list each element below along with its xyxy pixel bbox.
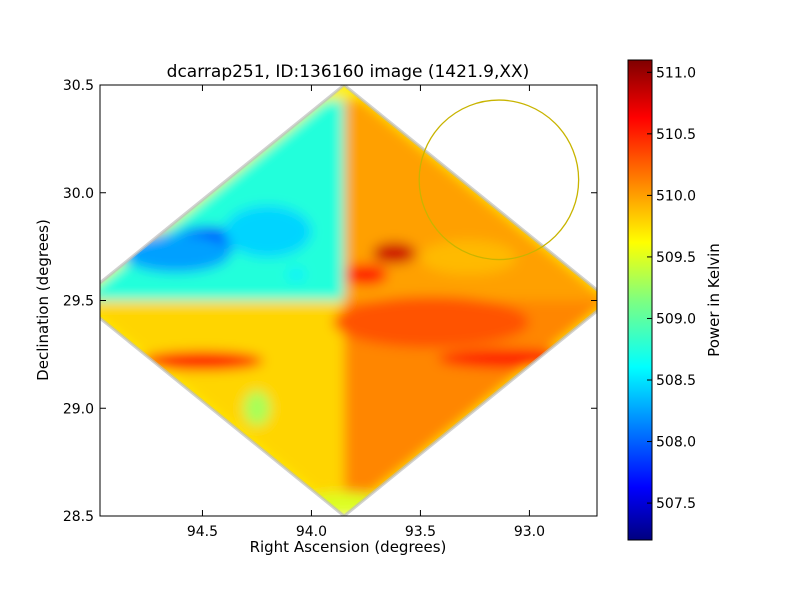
y-axis-label: Declination (degrees) <box>34 219 52 381</box>
field-hotspot <box>420 240 517 275</box>
colorbar-tick-label: 508.5 <box>656 373 696 389</box>
chart-title: dcarrap251, ID:136160 image (1421.9,XX) <box>167 62 530 82</box>
field-hotspot <box>141 351 264 371</box>
field-outline <box>100 85 597 516</box>
field-hotspot <box>300 492 388 514</box>
colorbar-tick-label: 510.5 <box>656 127 696 143</box>
y-tick-label: 29.0 <box>63 401 94 417</box>
x-tick-label: 93.0 <box>514 524 545 540</box>
field-hotspot <box>224 205 312 258</box>
field-hotspot <box>287 268 305 282</box>
x-axis: 94.5 94.0 93.5 93.0 <box>187 85 545 540</box>
y-tick-label: 28.5 <box>63 509 94 525</box>
x-axis-label: Right Ascension (degrees) <box>250 538 447 556</box>
colorbar: 507.5 508.0 508.5 509.0 509.5 510.0 510.5 511.0… <box>627 59 723 541</box>
y-tick-label: 30.0 <box>63 186 94 202</box>
y-axis: 28.5 29.0 29.5 30.0 30.5 <box>63 78 597 525</box>
colorbar-tick-label: 507.5 <box>656 496 696 512</box>
x-tick-label: 94.5 <box>187 524 218 540</box>
y-tick-label: 30.5 <box>63 78 94 94</box>
sky-field <box>100 85 597 516</box>
colorbar-tick-label: 508.0 <box>656 435 696 451</box>
colorbar-gradient <box>627 59 653 541</box>
colorbar-tick-label: 510.0 <box>656 188 696 204</box>
x-tick-label: 94.0 <box>296 524 327 540</box>
field-hotspot <box>372 242 417 264</box>
field-hotspot <box>344 263 388 286</box>
y-tick-label: 29.5 <box>63 294 94 310</box>
annotation-circle <box>418 99 580 261</box>
plot-area <box>100 85 597 516</box>
field-hotspot <box>333 296 530 348</box>
colorbar-tick-label: 509.0 <box>656 311 696 327</box>
field-hotspot <box>437 348 578 369</box>
colorbar-tick-label: 511.0 <box>656 65 696 81</box>
colorbar-tick-label: 509.5 <box>656 250 696 266</box>
x-tick-label: 93.5 <box>405 524 436 540</box>
colorbar-label: Power in Kelvin <box>705 243 723 357</box>
field-hotspot <box>243 391 271 426</box>
colorbar-ticks: 507.5 508.0 508.5 509.0 509.5 510.0 510.5 511.0 <box>647 65 696 512</box>
